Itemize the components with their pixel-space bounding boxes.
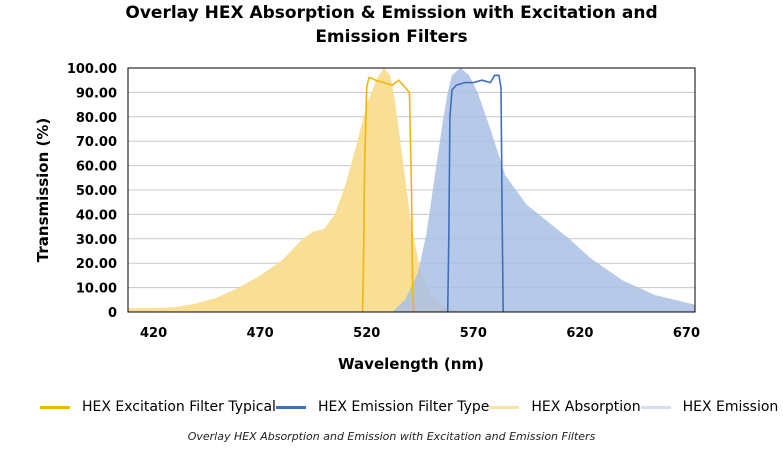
x-tick-label: 420 bbox=[140, 326, 167, 341]
y-tick-label: 90.00 bbox=[76, 86, 117, 101]
x-tick-label: 520 bbox=[353, 326, 380, 341]
x-tick-label: 670 bbox=[673, 326, 700, 341]
area-series bbox=[128, 68, 695, 312]
line-hex-emission-filter-type bbox=[446, 74, 504, 313]
legend-swatch bbox=[40, 405, 70, 409]
x-tick-label: 570 bbox=[460, 326, 487, 341]
y-tick-label: 40.00 bbox=[76, 208, 117, 223]
y-tick-label: 10.00 bbox=[76, 282, 117, 297]
legend-swatch bbox=[275, 405, 306, 409]
y-axis-label: Transmission (%) bbox=[34, 118, 52, 262]
x-axis-label: Wavelength (nm) bbox=[338, 355, 484, 373]
legend-swatch bbox=[489, 405, 520, 409]
y-tick-label: 60.00 bbox=[76, 160, 117, 175]
y-tick-label: 50.00 bbox=[76, 184, 117, 199]
y-tick-label: 20.00 bbox=[76, 257, 117, 272]
x-tick-label: 620 bbox=[566, 326, 593, 341]
x-axis-ticks: 420 470 520 570 620 670 bbox=[140, 326, 700, 341]
y-tick-label: 80.00 bbox=[76, 111, 117, 126]
legend-label: HEX Emission Filter Type bbox=[317, 399, 490, 415]
y-tick-label: 0 bbox=[108, 306, 117, 321]
y-tick-label: 70.00 bbox=[76, 135, 117, 150]
plot-frame bbox=[127, 67, 696, 313]
area-hex-absorption bbox=[128, 68, 463, 312]
y-tick-label: 100.00 bbox=[67, 62, 117, 77]
chart-title-line-1: Overlay HEX Absorption & Emission with E… bbox=[125, 3, 658, 23]
legend-label: HEX Emission bbox=[682, 399, 779, 415]
area-hex-emission bbox=[392, 68, 695, 312]
figure-caption: Overlay HEX Absorption and Emission with… bbox=[187, 430, 596, 443]
x-tick-label: 470 bbox=[247, 326, 274, 341]
chart-title-line-2: Emission Filters bbox=[315, 27, 468, 47]
legend-label: HEX Absorption bbox=[531, 399, 641, 415]
legend-swatch bbox=[640, 405, 671, 409]
line-series bbox=[361, 74, 504, 313]
legend-item-emission: HEX Emission bbox=[640, 399, 779, 415]
line-hex-excitation-filter-typical bbox=[361, 77, 415, 313]
y-axis-ticks: 0 10.00 20.00 30.00 40.00 50.00 60.00 70.00 80.0… bbox=[67, 62, 117, 321]
legend-item-excitation-filter: HEX Excitation Filter Typical bbox=[40, 399, 276, 415]
y-tick-label: 30.00 bbox=[76, 233, 117, 248]
legend: HEX Excitation Filter Typical HEX Emissi… bbox=[40, 396, 778, 418]
legend-item-emission-filter: HEX Emission Filter Type bbox=[275, 399, 490, 415]
legend-label: HEX Excitation Filter Typical bbox=[82, 399, 276, 415]
legend-item-absorption: HEX Absorption bbox=[489, 399, 641, 415]
